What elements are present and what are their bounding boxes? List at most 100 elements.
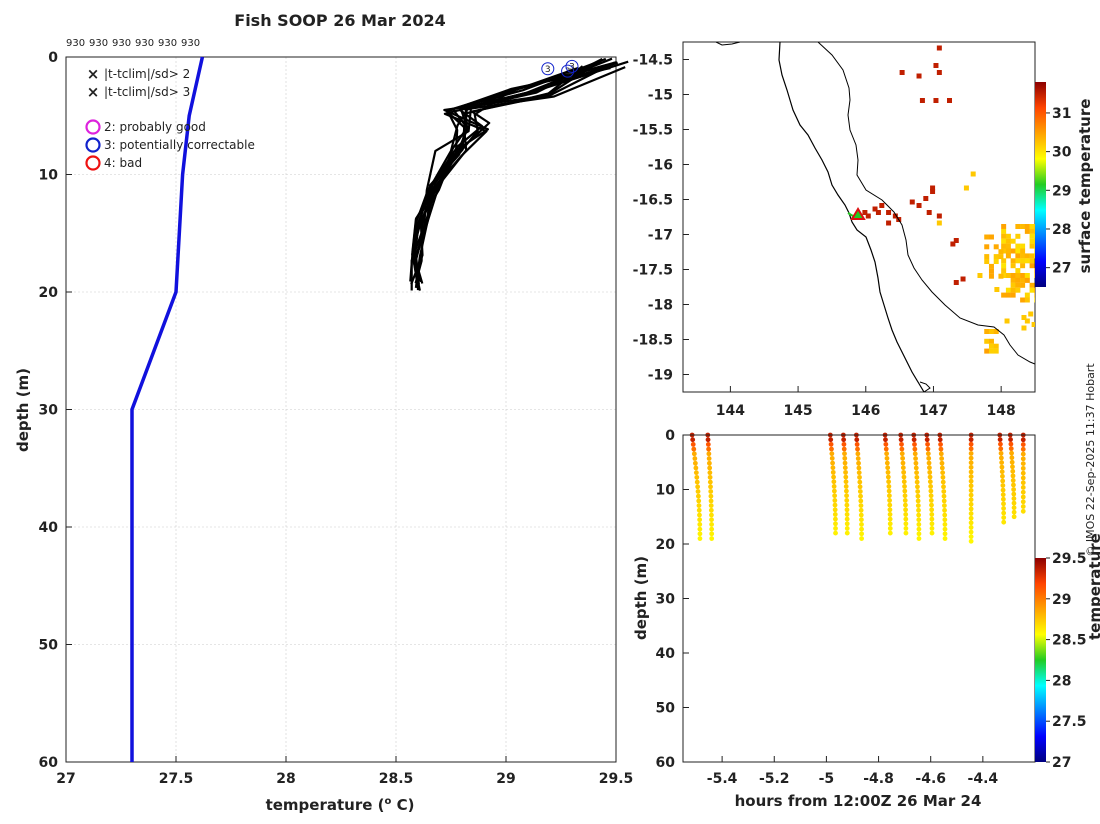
- temperature-point: [912, 442, 917, 447]
- sst-pixel: [988, 268, 994, 274]
- timedepth-data: [689, 432, 1026, 544]
- temperature-point: [968, 511, 974, 516]
- sst-pixel: [993, 259, 999, 264]
- temperature-point: [1020, 470, 1026, 476]
- temperature-point: [1008, 446, 1014, 452]
- sst-pixel: [1024, 318, 1030, 324]
- temperature-point: [915, 489, 921, 494]
- temperature-point: [857, 489, 863, 494]
- temperature-point: [939, 456, 945, 461]
- temperature-point: [691, 451, 697, 457]
- profile-y-label: depth (m): [14, 368, 32, 452]
- temperature-point: [830, 460, 835, 466]
- temperature-colorbar-tick-label: 28.5: [1052, 633, 1087, 649]
- temperature-point: [697, 526, 703, 532]
- sst-pixel: [926, 210, 932, 215]
- x-tick-label: 28: [276, 771, 295, 787]
- sst-pixel: [1001, 243, 1007, 249]
- temperature-point: [1020, 480, 1026, 486]
- temperature-point: [886, 479, 892, 485]
- temperature-point: [998, 455, 1004, 461]
- temperature-point: [844, 507, 850, 513]
- sst-pixel: [1010, 238, 1016, 244]
- temperature-point: [829, 446, 834, 452]
- temperature-point: [999, 464, 1005, 470]
- temperature-point: [842, 455, 848, 461]
- temperature-point: [858, 507, 864, 513]
- temperature-point: [911, 437, 917, 443]
- sst-pixel: [953, 280, 959, 285]
- x-tick-label: 28.5: [379, 771, 414, 787]
- sst-pixel: [984, 259, 990, 264]
- sst-pixel: [1010, 258, 1016, 264]
- sst-pixel: [1005, 273, 1011, 278]
- temperature-point: [968, 506, 974, 512]
- temperature-point: [903, 502, 908, 508]
- temperature-point: [697, 512, 702, 518]
- timedepth-x-tick-label: -5: [819, 771, 835, 787]
- top-label: 930: [181, 38, 200, 49]
- temperature-colorbar-label: temperature: [1086, 533, 1100, 640]
- legend-x-label: |t-tclim|/sd> 2: [104, 67, 190, 81]
- map-y-tick-label: -16.5: [633, 193, 673, 209]
- sst-pixel: [916, 73, 922, 79]
- sst-pixel: [1010, 273, 1016, 278]
- temperature-point: [859, 531, 864, 537]
- sst-pixel: [993, 343, 999, 349]
- sst-pixel: [1015, 268, 1021, 274]
- sst-pixel: [988, 343, 994, 349]
- temperature-point: [855, 446, 860, 452]
- sst-pixel: [899, 70, 905, 75]
- temperature-point: [1010, 478, 1016, 483]
- timedepth-ticks: -5.4 -5.2 -5 -4.8 -4.6 -4.4 0 10 20 30 40 50 60: [656, 428, 999, 787]
- temperature-point: [1000, 473, 1005, 479]
- sst-pixel: [993, 254, 999, 260]
- timedepth-x-tick-label: -4.6: [915, 771, 946, 787]
- temperature-point: [938, 442, 943, 447]
- temperature-point: [884, 451, 890, 457]
- temperature-point: [938, 446, 944, 452]
- credit: © IMOS 22-Sep-2025 11:37 Hobart: [1084, 363, 1097, 557]
- temperature-point: [902, 493, 908, 499]
- sst-pixel: [872, 206, 878, 212]
- temperature-point: [939, 465, 945, 471]
- y-tick-label: 0: [48, 50, 58, 66]
- temperature-point: [915, 484, 920, 490]
- temperature-point: [843, 469, 848, 475]
- temperature-point: [968, 474, 974, 479]
- temperature-point: [925, 451, 931, 457]
- map-y-tick-label: -15: [648, 88, 673, 104]
- sst-pixel: [950, 241, 956, 247]
- temperature-point: [999, 469, 1005, 475]
- temperature-point: [929, 521, 935, 527]
- temperature-point: [926, 460, 932, 466]
- sst-pixel: [1021, 315, 1027, 320]
- temperature-point: [832, 498, 838, 503]
- map-outline-bottom: [919, 381, 931, 392]
- sst-pixel: [988, 348, 994, 354]
- sst-pixel: [1020, 224, 1026, 229]
- temperature-point: [884, 455, 890, 461]
- profile-ticks: 27 27.5 28 28.5 29 29.5 0 10 20 30 40 50 60: [39, 50, 634, 787]
- sst-pixel: [1029, 238, 1035, 244]
- sst-pixel: [1015, 277, 1021, 283]
- sst-pixel: [1001, 273, 1007, 278]
- temperature-point: [912, 451, 918, 457]
- sst-pixel: [988, 234, 994, 240]
- sst-pixel: [960, 276, 966, 282]
- temperature-point: [886, 493, 892, 499]
- temperature-point: [832, 493, 838, 499]
- temperature-point: [914, 474, 920, 480]
- sst-pixel: [1001, 263, 1007, 269]
- temperature-point: [1008, 437, 1013, 442]
- temperature-point: [942, 517, 948, 523]
- temperature-point: [829, 451, 835, 457]
- legend-x-marker: ×: [87, 83, 100, 101]
- temperature-point: [942, 503, 947, 509]
- sst-pixel: [923, 196, 929, 201]
- temperature-point: [899, 441, 904, 447]
- sst-pixel: [1034, 292, 1035, 298]
- temperature-point: [1009, 459, 1015, 465]
- temperature-point: [968, 469, 974, 475]
- sst-pixel: [1034, 287, 1035, 293]
